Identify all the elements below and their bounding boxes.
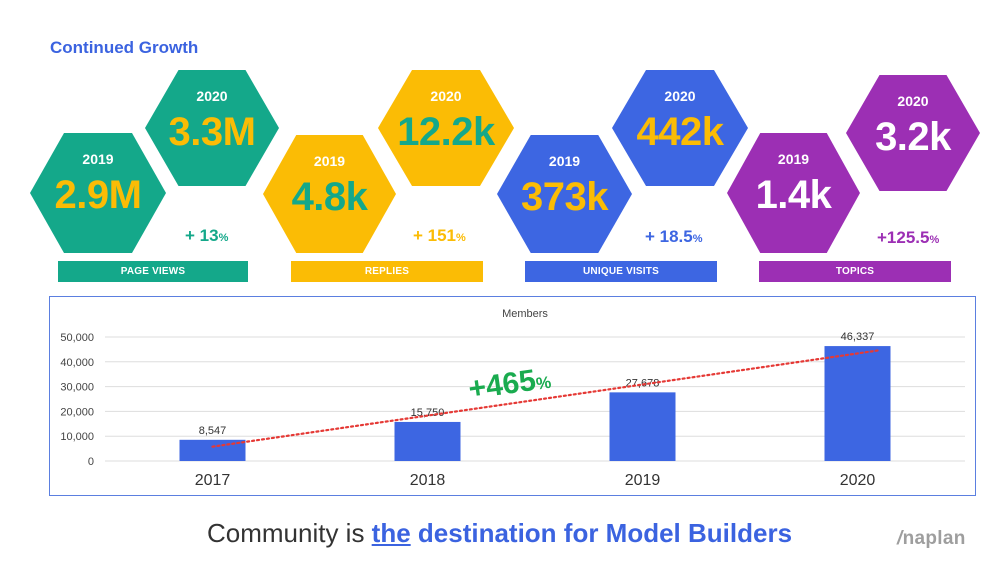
y-tick-label: 20,000 — [60, 406, 94, 418]
hex-year: 2019 — [313, 153, 346, 169]
hex-year: 2020 — [664, 88, 696, 104]
label-replies: REPLIES — [291, 261, 483, 282]
label-page-views: PAGE VIEWS — [58, 261, 248, 282]
bar — [179, 439, 246, 461]
members-chart-frame: Members 0 10,000 20,000 30,000 40,000 50,000 8,… — [49, 296, 976, 496]
tagline-post: destination for Model Builders — [410, 518, 793, 548]
hex-value: 442k — [636, 110, 724, 154]
hex-year: 2019 — [82, 151, 114, 167]
bar-value-label: 8,547 — [199, 425, 227, 437]
hex-year: 2020 — [430, 88, 462, 104]
y-tick-label: 30,000 — [60, 382, 94, 394]
label-topics: TOPICS — [759, 261, 951, 282]
y-tick-label: 50,000 — [60, 332, 94, 344]
bar — [609, 392, 676, 461]
change-value: + 13 — [185, 226, 219, 245]
change-topics: +125.5% — [877, 228, 939, 248]
hex-topics-2020: 2020 3.2k — [846, 75, 980, 191]
hex-value: 3.3M — [168, 110, 256, 154]
tagline-underlined: the — [371, 518, 411, 548]
hex-value: 12.2k — [397, 110, 495, 154]
x-tick-label: 2019 — [625, 472, 661, 489]
hex-unique-visits-2020: 2020 442k — [612, 70, 748, 186]
change-page-views: + 13% — [185, 226, 228, 246]
change-unique-visits: + 18.5% — [645, 227, 703, 247]
hex-page-views-2020: 2020 3.3M — [145, 70, 279, 186]
tagline-pre: Community is — [206, 518, 372, 548]
logo-text: naplan — [902, 528, 966, 549]
members-chart: Members 0 10,000 20,000 30,000 40,000 50,000 8,… — [60, 308, 965, 489]
hex-year: 2019 — [548, 153, 581, 169]
y-tick-label: 10,000 — [60, 431, 94, 443]
bar-value-label: 46,337 — [841, 331, 875, 343]
hex-value: 373k — [521, 175, 608, 219]
growth-annotation-unit: % — [535, 373, 553, 394]
change-unit: % — [692, 233, 703, 245]
hex-unique-visits-2019: 2019 373k — [497, 135, 632, 253]
change-replies: + 151% — [413, 226, 466, 246]
x-tick-label: 2020 — [840, 472, 876, 489]
y-tick-label: 40,000 — [60, 357, 94, 369]
hex-page-views-2019: 2019 2.9M — [30, 133, 166, 253]
x-tick-label: 2018 — [410, 472, 446, 489]
label-unique-visits: UNIQUE VISITS — [525, 261, 717, 282]
x-tick-label: 2017 — [195, 472, 231, 489]
chart-title: Members — [502, 308, 548, 320]
change-unit: % — [456, 232, 466, 244]
bar — [824, 346, 891, 461]
hex-year: 2020 — [897, 93, 929, 109]
hex-replies-2019: 2019 4.8k — [263, 135, 396, 253]
change-value: +125.5 — [877, 228, 930, 247]
hex-year: 2020 — [196, 88, 228, 104]
hex-topics-2019: 2019 1.4k — [727, 133, 860, 253]
hex-value: 2.9M — [54, 173, 142, 217]
logo-mark: / — [897, 528, 903, 549]
page-title: Continued Growth — [50, 38, 199, 57]
change-unit: % — [929, 234, 940, 246]
anaplan-logo: /naplan — [897, 528, 966, 550]
hex-year: 2019 — [777, 151, 810, 167]
trendline — [211, 349, 879, 448]
change-value: + 151 — [413, 226, 457, 245]
hex-value: 4.8k — [291, 175, 368, 219]
hex-value: 3.2k — [875, 115, 951, 159]
bar-value-label: 15,750 — [411, 407, 445, 419]
change-value: + 18.5 — [645, 227, 693, 246]
tagline: Community is the destination for Model B… — [0, 518, 999, 549]
bar — [394, 421, 461, 461]
change-unit: % — [218, 232, 229, 244]
y-tick-label: 0 — [88, 456, 94, 468]
hex-replies-2020: 2020 12.2k — [378, 70, 514, 186]
hex-value: 1.4k — [755, 173, 832, 217]
